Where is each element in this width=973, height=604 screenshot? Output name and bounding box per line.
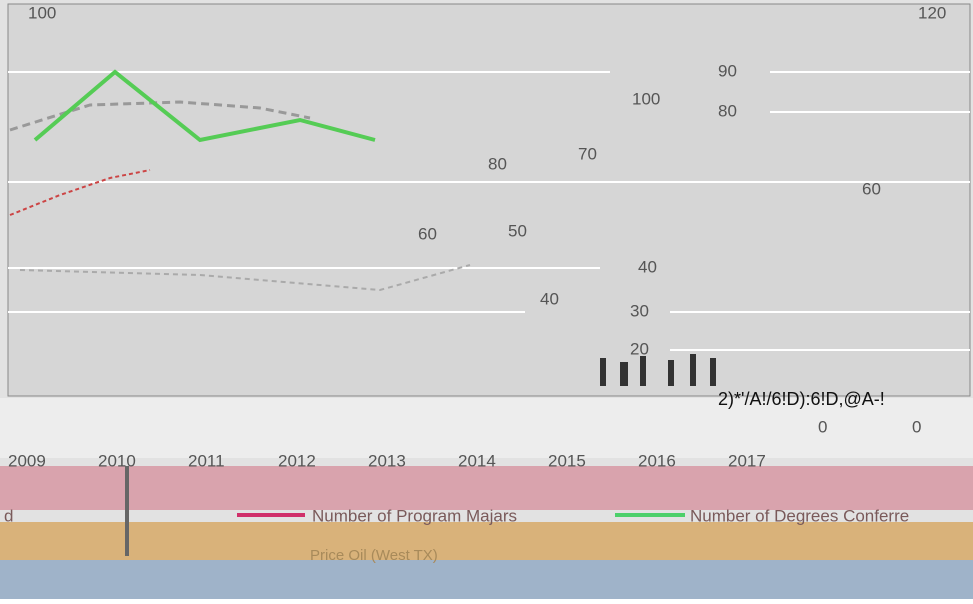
dotted-line — [19, 264, 471, 292]
year-label: 2015 — [548, 451, 586, 470]
axis-label: 40 — [540, 289, 559, 308]
axis-label: 30 — [630, 301, 649, 320]
footer-band — [0, 560, 973, 599]
year-label: 2013 — [368, 451, 406, 470]
legend-label: Number of Degrees Conferre — [690, 506, 909, 525]
axis-label: 0 — [912, 417, 921, 436]
axis-label: 100 — [28, 3, 56, 22]
axis-label: 40 — [638, 257, 657, 276]
axis-label: 100 — [632, 89, 660, 108]
axis-label: 0 — [818, 417, 827, 436]
legend-label: Number of Program Majars — [312, 506, 517, 525]
axis-label: 120 — [918, 3, 946, 22]
bars — [600, 354, 716, 386]
legend-label: d — [4, 506, 13, 525]
axis-label: 20 — [630, 339, 649, 358]
axis-label: 70 — [578, 144, 597, 163]
annotation: 2)*'/A!/6!D):6!D,@A-! — [718, 389, 885, 409]
x-axis-band — [0, 398, 973, 458]
year-label: 2009 — [8, 451, 46, 470]
year-label: 2016 — [638, 451, 676, 470]
year-label: 2010 — [98, 451, 136, 470]
year-label: 2012 — [278, 451, 316, 470]
legend-band — [0, 466, 973, 510]
grid — [8, 71, 970, 351]
footer-label: Price Oil (West TX) — [310, 547, 438, 564]
plot-area — [7, 3, 971, 397]
red-line — [9, 169, 151, 216]
axis-label: 50 — [508, 221, 527, 240]
axis-label: 60 — [862, 179, 881, 198]
divider — [125, 466, 129, 556]
year-label: 2014 — [458, 451, 496, 470]
year-label: 2017 — [728, 451, 766, 470]
orange-band — [0, 522, 973, 560]
green-line — [33, 69, 376, 143]
axis-label: 80 — [718, 101, 737, 120]
axis-label: 80 — [488, 154, 507, 173]
axis-label: 60 — [418, 224, 437, 243]
year-label: 2011 — [188, 451, 225, 470]
axis-label: 90 — [718, 61, 737, 80]
